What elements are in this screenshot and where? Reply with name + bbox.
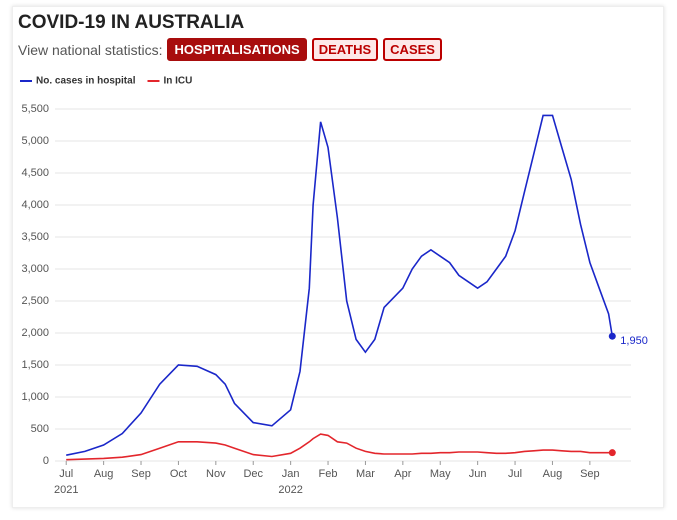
subtitle: View national statistics: (18, 41, 163, 58)
tab-button[interactable]: CASES (383, 38, 442, 61)
end-point (608, 449, 616, 457)
x-tick-label: Sep (131, 468, 151, 480)
legend-label: No. cases in hospital (36, 76, 136, 87)
end-point (608, 332, 616, 340)
x-tick-label: May (430, 468, 451, 480)
title: COVID-19 IN AUSTRALIA (18, 12, 245, 33)
nav: View national statistics: HOSPITALISATIO… (18, 38, 442, 61)
y-tick-label: 5,000 (21, 135, 49, 147)
x-tick-label: Dec (243, 468, 263, 480)
y-tick-label: 5,500 (21, 103, 49, 115)
x-tick-label: Aug (94, 468, 114, 480)
year-label: 2021 (54, 484, 78, 496)
x-tick-label: Oct (170, 468, 187, 480)
y-tick-label: 1,000 (21, 391, 49, 403)
y-tick-label: 4,000 (21, 199, 49, 211)
legend-label: In ICU (163, 76, 192, 87)
value-label: 1,950 (620, 335, 648, 347)
tab-button[interactable]: HOSPITALISATIONS (167, 38, 307, 61)
x-tick-label: Jul (59, 468, 73, 480)
y-tick-label: 2,000 (21, 327, 49, 339)
x-tick-label: Aug (543, 468, 563, 480)
x-tick-label: Sep (580, 468, 600, 480)
y-tick-label: 3,000 (21, 263, 49, 275)
year-label: 2022 (278, 484, 302, 496)
x-tick-label: Feb (319, 468, 338, 480)
y-tick-label: 3,500 (21, 231, 49, 243)
x-tick-label: Mar (356, 468, 375, 480)
y-tick-label: 2,500 (21, 295, 49, 307)
series-line (66, 114, 614, 456)
x-tick-label: Jan (282, 468, 300, 480)
y-tick-label: 4,500 (21, 167, 49, 179)
y-tick-label: 500 (31, 423, 49, 435)
y-tick-label: 1,500 (21, 359, 49, 371)
x-tick-label: Jul (508, 468, 522, 480)
tab-button[interactable]: DEATHS (311, 38, 379, 61)
x-tick-label: Apr (394, 468, 411, 480)
y-tick-label: 0 (43, 455, 49, 467)
series-line (66, 433, 613, 461)
card (12, 6, 664, 508)
x-tick-label: Jun (469, 468, 487, 480)
x-tick-label: Nov (206, 468, 226, 480)
